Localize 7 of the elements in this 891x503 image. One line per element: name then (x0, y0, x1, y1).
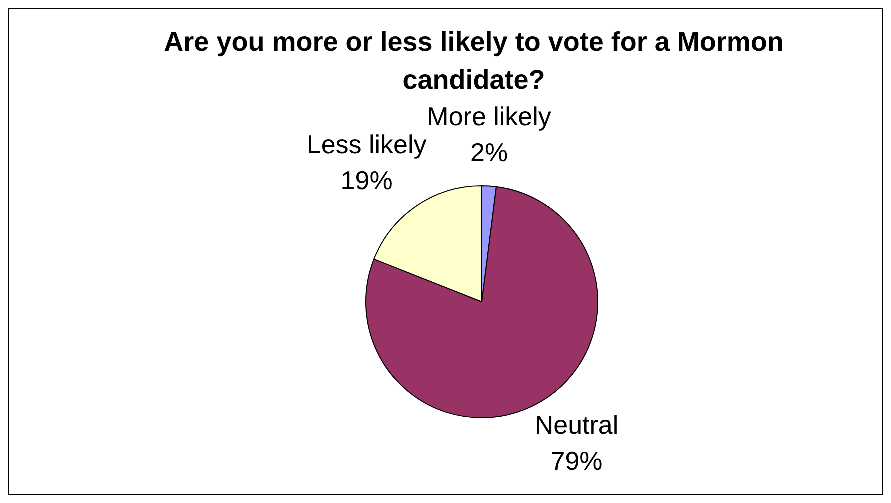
data-label: 19% (340, 166, 393, 196)
data-label: 79% (550, 446, 603, 476)
chart-title: Are you more or less likely to vote for a Mormon candidate? (163, 26, 785, 97)
slice-label: More likely (427, 101, 552, 132)
slice-label: Neutral (534, 410, 619, 440)
slice-label: Less likely (306, 130, 427, 160)
data-label: 2% (470, 137, 508, 168)
